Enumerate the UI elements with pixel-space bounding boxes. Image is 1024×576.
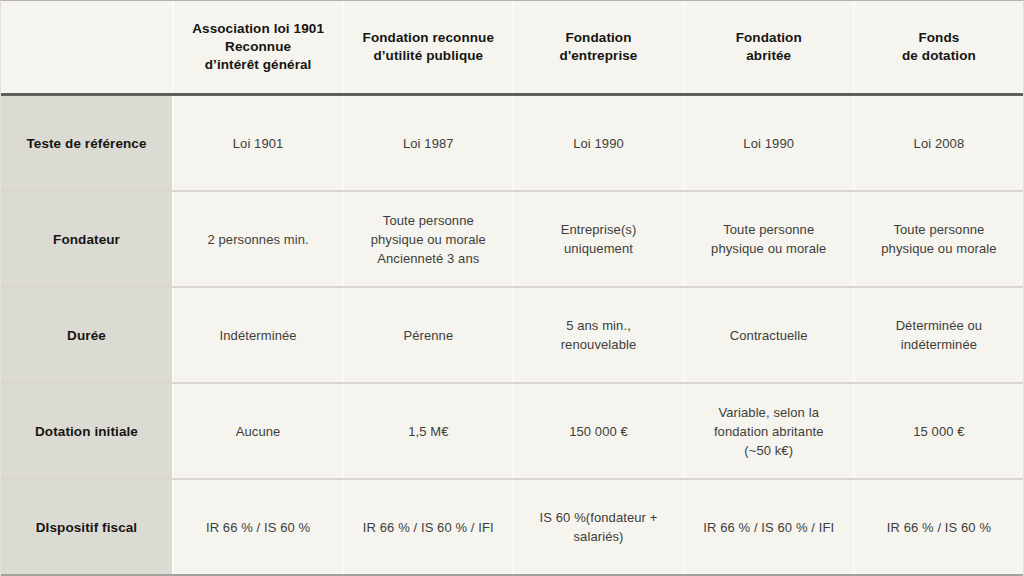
table-cell: Indéterminée xyxy=(172,288,342,382)
table-cell: 15 000 € xyxy=(853,384,1023,478)
table-cell: IS 60 %(fondateur + salariés) xyxy=(512,480,682,574)
table-cell: Aucune xyxy=(172,384,342,478)
table-cell: Entreprise(s) uniquement xyxy=(512,192,682,286)
table-header-row: Association loi 1901 Reconnue d’intérêt … xyxy=(1,1,1023,96)
table-cell: Pérenne xyxy=(342,288,512,382)
row-header: Teste de référence xyxy=(1,96,172,190)
column-header-fondation-entreprise: Fondation d'entreprise xyxy=(512,1,682,93)
table-cell: 1,5 M€ xyxy=(342,384,512,478)
table-cell: IR 66 % / IS 60 % xyxy=(853,480,1023,574)
table-cell: Toute personne physique ou morale xyxy=(853,192,1023,286)
table-cell: Loi 1990 xyxy=(512,96,682,190)
table-cell: IR 66 % / IS 60 % xyxy=(172,480,342,574)
table-cell: 5 ans min., renouvelable xyxy=(512,288,682,382)
row-header: Durée xyxy=(1,288,172,382)
table-cell: IR 66 % / IS 60 % / IFI xyxy=(342,480,512,574)
table-cell: Déterminée ou indéterminée xyxy=(853,288,1023,382)
row-header: DIspositif fiscal xyxy=(1,480,172,574)
corner-cell xyxy=(1,1,172,93)
table-cell: 150 000 € xyxy=(512,384,682,478)
table-row-texte-de-reference: Teste de référence Loi 1901 Loi 1987 Loi… xyxy=(1,96,1023,192)
table-row-dotation-initiale: Dotation initiale Aucune 1,5 M€ 150 000 … xyxy=(1,384,1023,480)
column-header-fonds-de-dotation: Fonds de dotation xyxy=(853,1,1023,93)
column-header-association-loi-1901: Association loi 1901 Reconnue d’intérêt … xyxy=(172,1,342,93)
table-cell: Loi 1901 xyxy=(172,96,342,190)
column-header-fondation-reconnue-utilite-publique: Fondation reconnue d’utilité publique xyxy=(342,1,512,93)
table-row-fondateur: Fondateur 2 personnes min. Toute personn… xyxy=(1,192,1023,288)
table-row-duree: Durée Indéterminée Pérenne 5 ans min., r… xyxy=(1,288,1023,384)
table-cell: Loi 1987 xyxy=(342,96,512,190)
column-header-fondation-abritee: Fondation abritée xyxy=(683,1,853,93)
table-cell: Contractuelle xyxy=(683,288,853,382)
table-cell: Loi 1990 xyxy=(683,96,853,190)
table-cell: Toute personne physique ou morale Ancien… xyxy=(342,192,512,286)
comparison-table: Association loi 1901 Reconnue d’intérêt … xyxy=(0,0,1024,576)
table-cell: Variable, selon la fondation abritante (… xyxy=(683,384,853,478)
table-cell: 2 personnes min. xyxy=(172,192,342,286)
row-header: Fondateur xyxy=(1,192,172,286)
table-row-dispositif-fiscal: DIspositif fiscal IR 66 % / IS 60 % IR 6… xyxy=(1,480,1023,576)
table-cell: IR 66 % / IS 60 % / IFI xyxy=(683,480,853,574)
row-header: Dotation initiale xyxy=(1,384,172,478)
table-cell: Toute personne physique ou morale xyxy=(683,192,853,286)
table-cell: Loi 2008 xyxy=(853,96,1023,190)
